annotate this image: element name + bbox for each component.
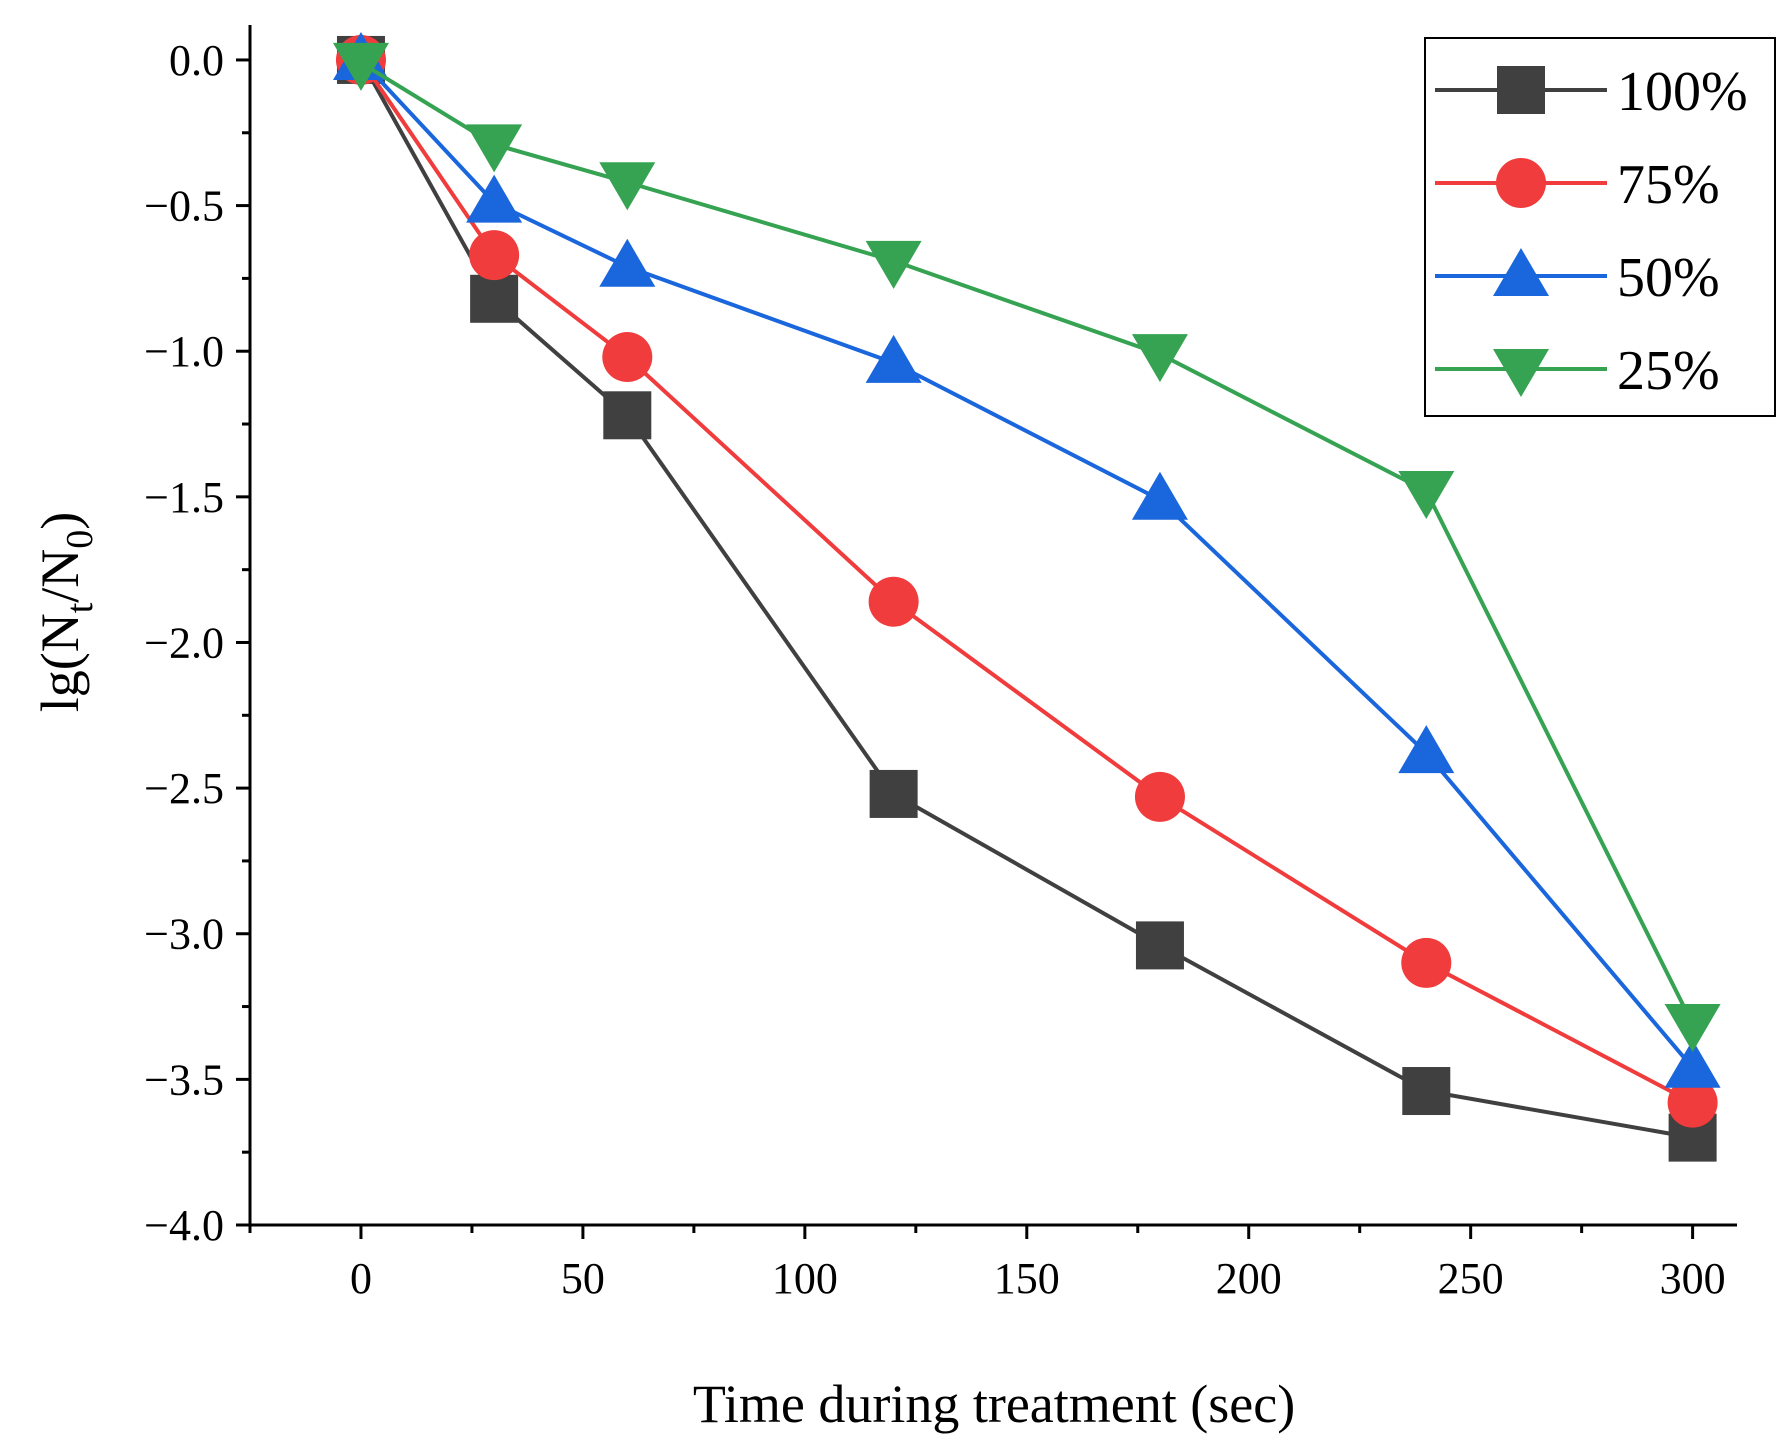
ticks: 0 50 100 150 200 250 300 0.0 −0.5 −1.0 −1.5 −2.0 −2.…	[144, 36, 1725, 1303]
y-tick-label: −3.5	[144, 1055, 224, 1104]
legend-label: 75%	[1617, 154, 1720, 216]
marker-triangle-down	[332, 42, 389, 91]
marker-triangle-up	[865, 334, 922, 383]
marker-triangle-down	[1664, 1004, 1721, 1053]
legend: 100% 75% 50% 25%	[1424, 37, 1776, 417]
x-tick-label: 150	[994, 1254, 1060, 1303]
marker-triangle-up	[466, 174, 523, 223]
y-tick-label: −4.0	[144, 1201, 224, 1250]
marker-triangle-down	[466, 124, 523, 173]
x-axis-title: Time during treatment (sec)	[693, 1374, 1295, 1434]
legend-entry: 75%	[1435, 154, 1720, 216]
y-tick-label: −2.0	[144, 618, 224, 667]
marker-triangle-down	[1398, 471, 1455, 520]
marker-circle-legend	[1496, 158, 1546, 208]
marker-circle	[1667, 1077, 1718, 1128]
legend-label: 100%	[1617, 61, 1748, 123]
series-layer	[332, 31, 1721, 1162]
x-tick-label: 200	[1216, 1254, 1282, 1303]
marker-square	[869, 769, 918, 818]
marker-square	[1402, 1067, 1451, 1116]
legend-entry: 25%	[1435, 340, 1720, 402]
y-tick-label: −1.5	[144, 473, 224, 522]
marker-square	[1135, 921, 1184, 970]
marker-triangle-up	[1398, 725, 1455, 774]
y-tick-label: −3.0	[144, 910, 224, 959]
y-tick-label: 0.0	[169, 36, 224, 85]
marker-triangle-down	[865, 240, 922, 289]
marker-triangle-up	[1664, 1039, 1721, 1088]
marker-triangle-down-legend	[1493, 349, 1549, 397]
y-axis-title-sub-0: 0	[59, 530, 101, 549]
marker-triangle-down	[599, 162, 656, 211]
legend-label: 25%	[1617, 340, 1720, 402]
x-tick-label: 300	[1660, 1254, 1726, 1303]
y-axis-title: lg(Nt/N0)	[30, 512, 101, 713]
marker-square	[470, 274, 519, 323]
x-tick-label: 100	[772, 1254, 838, 1303]
series-2	[332, 31, 1721, 1088]
y-tick-label: −0.5	[144, 182, 224, 231]
marker-circle	[1401, 937, 1452, 988]
axes	[248, 25, 1737, 1227]
marker-triangle-up	[1131, 471, 1188, 520]
marker-square-legend	[1497, 66, 1545, 114]
marker-circle	[1134, 771, 1185, 822]
marker-triangle-up	[599, 238, 656, 287]
marker-circle	[602, 332, 653, 383]
series-3	[332, 42, 1721, 1053]
marker-square	[603, 391, 652, 440]
legend-entry: 50%	[1435, 247, 1720, 309]
y-tick-label: −2.5	[144, 764, 224, 813]
y-axis-title-sub-t: t	[59, 602, 101, 613]
legend-label: 50%	[1617, 247, 1720, 309]
marker-circle	[469, 230, 520, 281]
x-tick-label: 0	[350, 1254, 372, 1303]
legend-box	[1424, 37, 1776, 417]
marker-triangle-up-legend	[1493, 248, 1549, 296]
y-tick-label: −1.0	[144, 327, 224, 376]
marker-triangle-down	[1131, 334, 1188, 383]
x-tick-label: 250	[1438, 1254, 1504, 1303]
legend-entry: 100%	[1435, 61, 1748, 123]
marker-circle	[868, 576, 919, 627]
x-tick-label: 50	[561, 1254, 605, 1303]
